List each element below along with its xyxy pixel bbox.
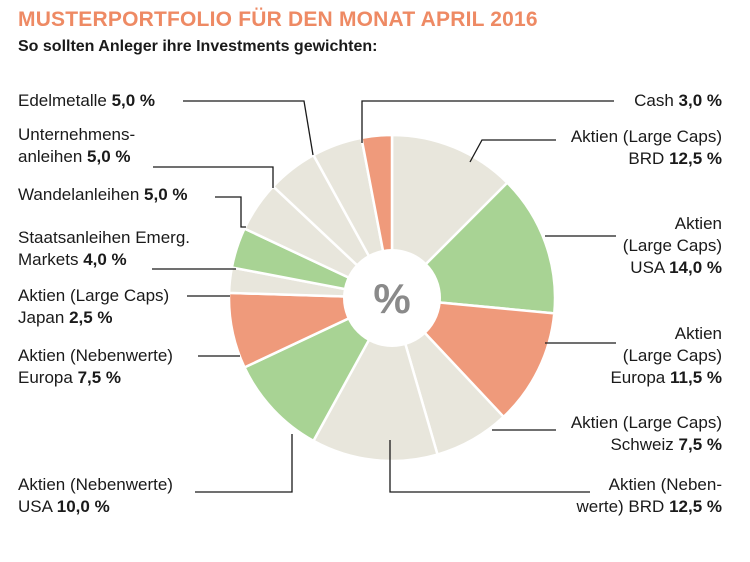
slice-value: 7,5 %	[678, 435, 722, 454]
slice-label-6: Aktien (Nebenwerte) USA 10,0 %	[18, 474, 173, 518]
slice-name-text: Markets	[18, 250, 79, 269]
slice-label-11: Unternehmens-anleihen 5,0 %	[18, 124, 135, 168]
slice-name-text: BRD	[628, 149, 665, 168]
slice-label-line: Schweiz 7,5 %	[571, 434, 722, 456]
slice-label-line: werte) BRD 12,5 %	[576, 496, 722, 518]
pie-slice-1	[390, 133, 509, 300]
slice-value: 3,0 %	[678, 91, 722, 110]
slice-label-line: (Large Caps)	[623, 235, 722, 257]
slice-label-5: Aktien (Neben-werte) BRD 12,5 %	[576, 474, 722, 518]
pie-center-hole	[343, 249, 441, 347]
slice-value: 12,5 %	[669, 149, 722, 168]
slice-label-line: USA 10,0 %	[18, 496, 173, 518]
slice-label-12: Edelmetalle 5,0 %	[18, 90, 155, 112]
slice-label-line: Aktien (Large Caps)	[18, 285, 169, 307]
slice-value: 5,0 %	[144, 185, 188, 204]
slice-label-line: Cash 3,0 %	[634, 90, 722, 112]
slice-label-8: Aktien (Large Caps) Japan 2,5 %	[18, 285, 169, 329]
slice-name-text: (Large Caps)	[622, 346, 722, 365]
slice-label-line: USA 14,0 %	[623, 257, 722, 279]
chart-subtitle: So sollten Anleger ihre Investments gewi…	[18, 38, 378, 55]
slice-label-line: Aktien	[610, 323, 722, 345]
slice-value: 10,0 %	[56, 497, 110, 516]
slice-name-text: Aktien	[674, 324, 722, 343]
slice-label-line: Unternehmens-	[18, 124, 135, 146]
leader-line-11	[153, 166, 274, 188]
slice-name-text: Aktien	[674, 214, 722, 233]
leader-line-6	[195, 434, 293, 493]
slice-name-text: USA	[630, 258, 665, 277]
slice-label-line: BRD 12,5 %	[571, 148, 722, 170]
slice-name-text: Europa	[18, 368, 73, 387]
slice-label-1: Aktien (Large Caps) BRD 12,5 %	[571, 126, 722, 170]
slice-label-line: Aktien (Nebenwerte)	[18, 474, 173, 496]
slice-name-text: Aktien (Large Caps)	[570, 413, 722, 432]
slice-label-line: Aktien (Large Caps)	[571, 126, 722, 148]
slice-name-text: werte) BRD	[576, 497, 665, 516]
slice-name-text: anleihen	[18, 147, 83, 166]
slice-label-line: Wandelanleihen 5,0 %	[18, 184, 188, 206]
slice-label-4: Aktien (Large Caps) Schweiz 7,5 %	[571, 412, 722, 456]
slice-label-2: Aktien (Large Caps) USA 14,0 %	[623, 213, 722, 279]
slice-name-text: Aktien (Large Caps)	[570, 127, 722, 146]
slice-value: 4,0 %	[83, 250, 127, 269]
leader-lines	[152, 100, 616, 493]
slice-name-text: Edelmetalle	[18, 91, 107, 110]
slice-label-3: Aktien (Large Caps) Europa 11,5 %	[610, 323, 722, 389]
slice-name-text: Japan	[18, 308, 65, 327]
slice-label-13: Cash 3,0 %	[634, 90, 722, 112]
slice-label-line: Edelmetalle 5,0 %	[18, 90, 155, 112]
pie-slice-3	[390, 296, 556, 419]
pie-center-label: %	[373, 275, 410, 322]
slice-label-line: Europa 11,5 %	[610, 367, 722, 389]
slice-name-text: Aktien (Neben-	[608, 475, 722, 494]
slice-value: 7,5 %	[77, 368, 122, 387]
pie-slice-5	[312, 296, 439, 463]
slice-label-line: Aktien (Large Caps)	[571, 412, 722, 434]
leader-line-12	[183, 100, 314, 156]
slice-label-line: anleihen 5,0 %	[18, 146, 135, 168]
slice-name-text: Aktien (Nebenwerte)	[18, 346, 173, 365]
slice-value: 14,0 %	[669, 258, 722, 277]
slice-value: 2,5 %	[69, 308, 113, 327]
slice-label-line: Aktien (Neben-	[576, 474, 722, 496]
slice-label-line: Japan 2,5 %	[18, 307, 169, 329]
slice-label-line: Aktien (Nebenwerte)	[18, 345, 173, 367]
chart-title: MUSTERPORTFOLIO FÜR DEN MONAT APRIL 2016	[18, 8, 538, 31]
slice-label-10: Wandelanleihen 5,0 %	[18, 184, 188, 206]
leader-line-1	[469, 139, 556, 163]
slice-name-text: Wandelanleihen	[18, 185, 140, 204]
slice-label-line: (Large Caps)	[610, 345, 722, 367]
slice-value: 5,0 %	[111, 91, 156, 110]
slice-name-text: Aktien (Large Caps)	[18, 286, 170, 305]
slice-value: 5,0 %	[87, 147, 131, 166]
leader-line-10	[215, 196, 246, 228]
slice-label-line: Europa 7,5 %	[18, 367, 173, 389]
slice-value: 12,5 %	[669, 497, 722, 516]
slice-name-text: Europa	[610, 368, 666, 387]
slice-label-9: Staatsanleihen Emerg. Markets 4,0 %	[18, 227, 190, 271]
slice-name-text: Cash	[634, 91, 674, 110]
leader-line-5	[389, 440, 590, 493]
slice-label-line: Staatsanleihen Emerg.	[18, 227, 190, 249]
slice-label-7: Aktien (Nebenwerte) Europa 7,5 %	[18, 345, 173, 389]
slice-label-line: Aktien	[623, 213, 722, 235]
slice-name-text: USA	[18, 497, 53, 516]
leader-line-13	[361, 100, 614, 143]
slice-name-text: Schweiz	[610, 435, 674, 454]
slice-name-text: Unternehmens-	[18, 125, 136, 144]
pie-slice-6	[243, 296, 394, 443]
slice-name-text: (Large Caps)	[622, 236, 722, 255]
slice-value: 11,5 %	[670, 368, 722, 387]
slice-name-text: Aktien (Nebenwerte)	[18, 475, 173, 494]
slice-label-line: Markets 4,0 %	[18, 249, 190, 271]
slice-name-text: Staatsanleihen Emerg.	[18, 228, 190, 247]
